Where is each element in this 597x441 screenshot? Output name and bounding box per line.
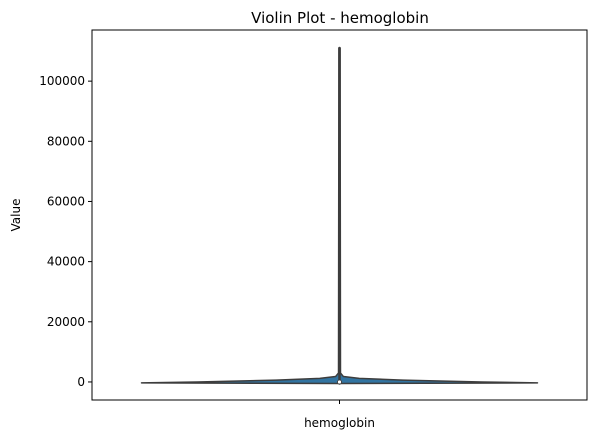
plot-area [140, 46, 539, 385]
y-tick-label: 0 [77, 375, 85, 389]
y-tick-label: 100000 [39, 74, 85, 88]
x-axis: hemoglobin [304, 400, 375, 430]
chart-title: Violin Plot - hemoglobin [251, 9, 429, 27]
y-axis: 0 20000 40000 60000 80000 100000 [39, 74, 92, 389]
y-axis-label: Value [9, 199, 23, 232]
violin-median-marker [337, 379, 342, 385]
y-tick-label: 80000 [47, 134, 85, 148]
y-tick-label: 60000 [47, 194, 85, 208]
y-tick-label: 40000 [47, 255, 85, 269]
y-tick-label: 20000 [47, 315, 85, 329]
x-tick-label: hemoglobin [304, 416, 375, 430]
